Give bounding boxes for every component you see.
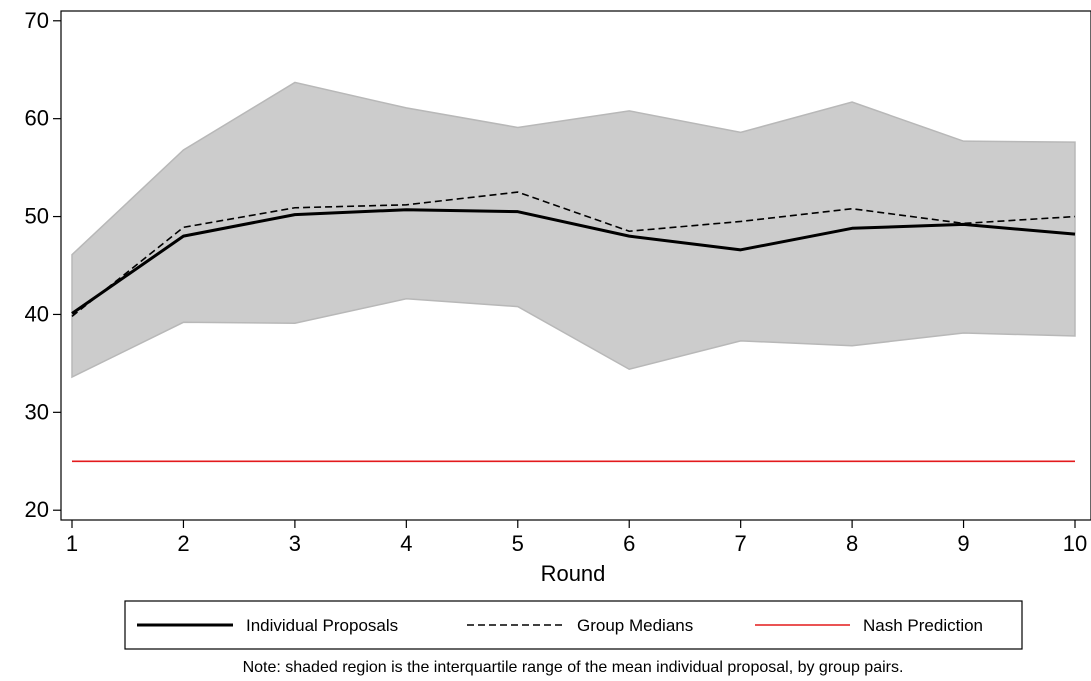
x-axis: 1 2 3 4 5 6 7 8 9 10 [66, 520, 1087, 556]
y-axis: 20 30 40 50 60 70 [25, 8, 61, 522]
x-tick-label: 4 [400, 531, 412, 556]
y-tick-label: 40 [25, 301, 49, 326]
chart-note: Note: shaded region is the interquartile… [243, 659, 904, 676]
interquartile-range-band [71, 81, 1076, 379]
x-tick-label: 6 [623, 531, 635, 556]
y-tick-label: 60 [25, 106, 49, 131]
legend-box [124, 600, 1023, 650]
x-tick-label: 8 [846, 531, 858, 556]
y-tick-label: 70 [25, 8, 49, 33]
x-tick-label: 10 [1063, 531, 1087, 556]
x-tick-label: 1 [66, 531, 78, 556]
legend-label: Individual Proposals [246, 616, 398, 635]
x-tick-label: 2 [177, 531, 189, 556]
interquartile-band [71, 81, 1076, 379]
legend: Individual Proposals Group Medians Nash Pr… [124, 600, 1023, 650]
y-tick-label: 30 [25, 399, 49, 424]
x-tick-label: 9 [957, 531, 969, 556]
series-layer [71, 191, 1076, 463]
y-tick-label: 20 [25, 497, 49, 522]
series-line-individual-proposals [71, 208, 1076, 315]
x-tick-label: 3 [289, 531, 301, 556]
legend-label: Nash Prediction [863, 616, 983, 635]
x-axis-label: Round [541, 561, 606, 586]
series-line-group-medians [71, 191, 1076, 318]
x-tick-label: 7 [735, 531, 747, 556]
y-tick-label: 50 [25, 204, 49, 229]
legend-label: Group Medians [577, 616, 693, 635]
x-tick-label: 5 [512, 531, 524, 556]
legend-items: Individual Proposals Group Medians Nash Pr… [137, 616, 983, 635]
